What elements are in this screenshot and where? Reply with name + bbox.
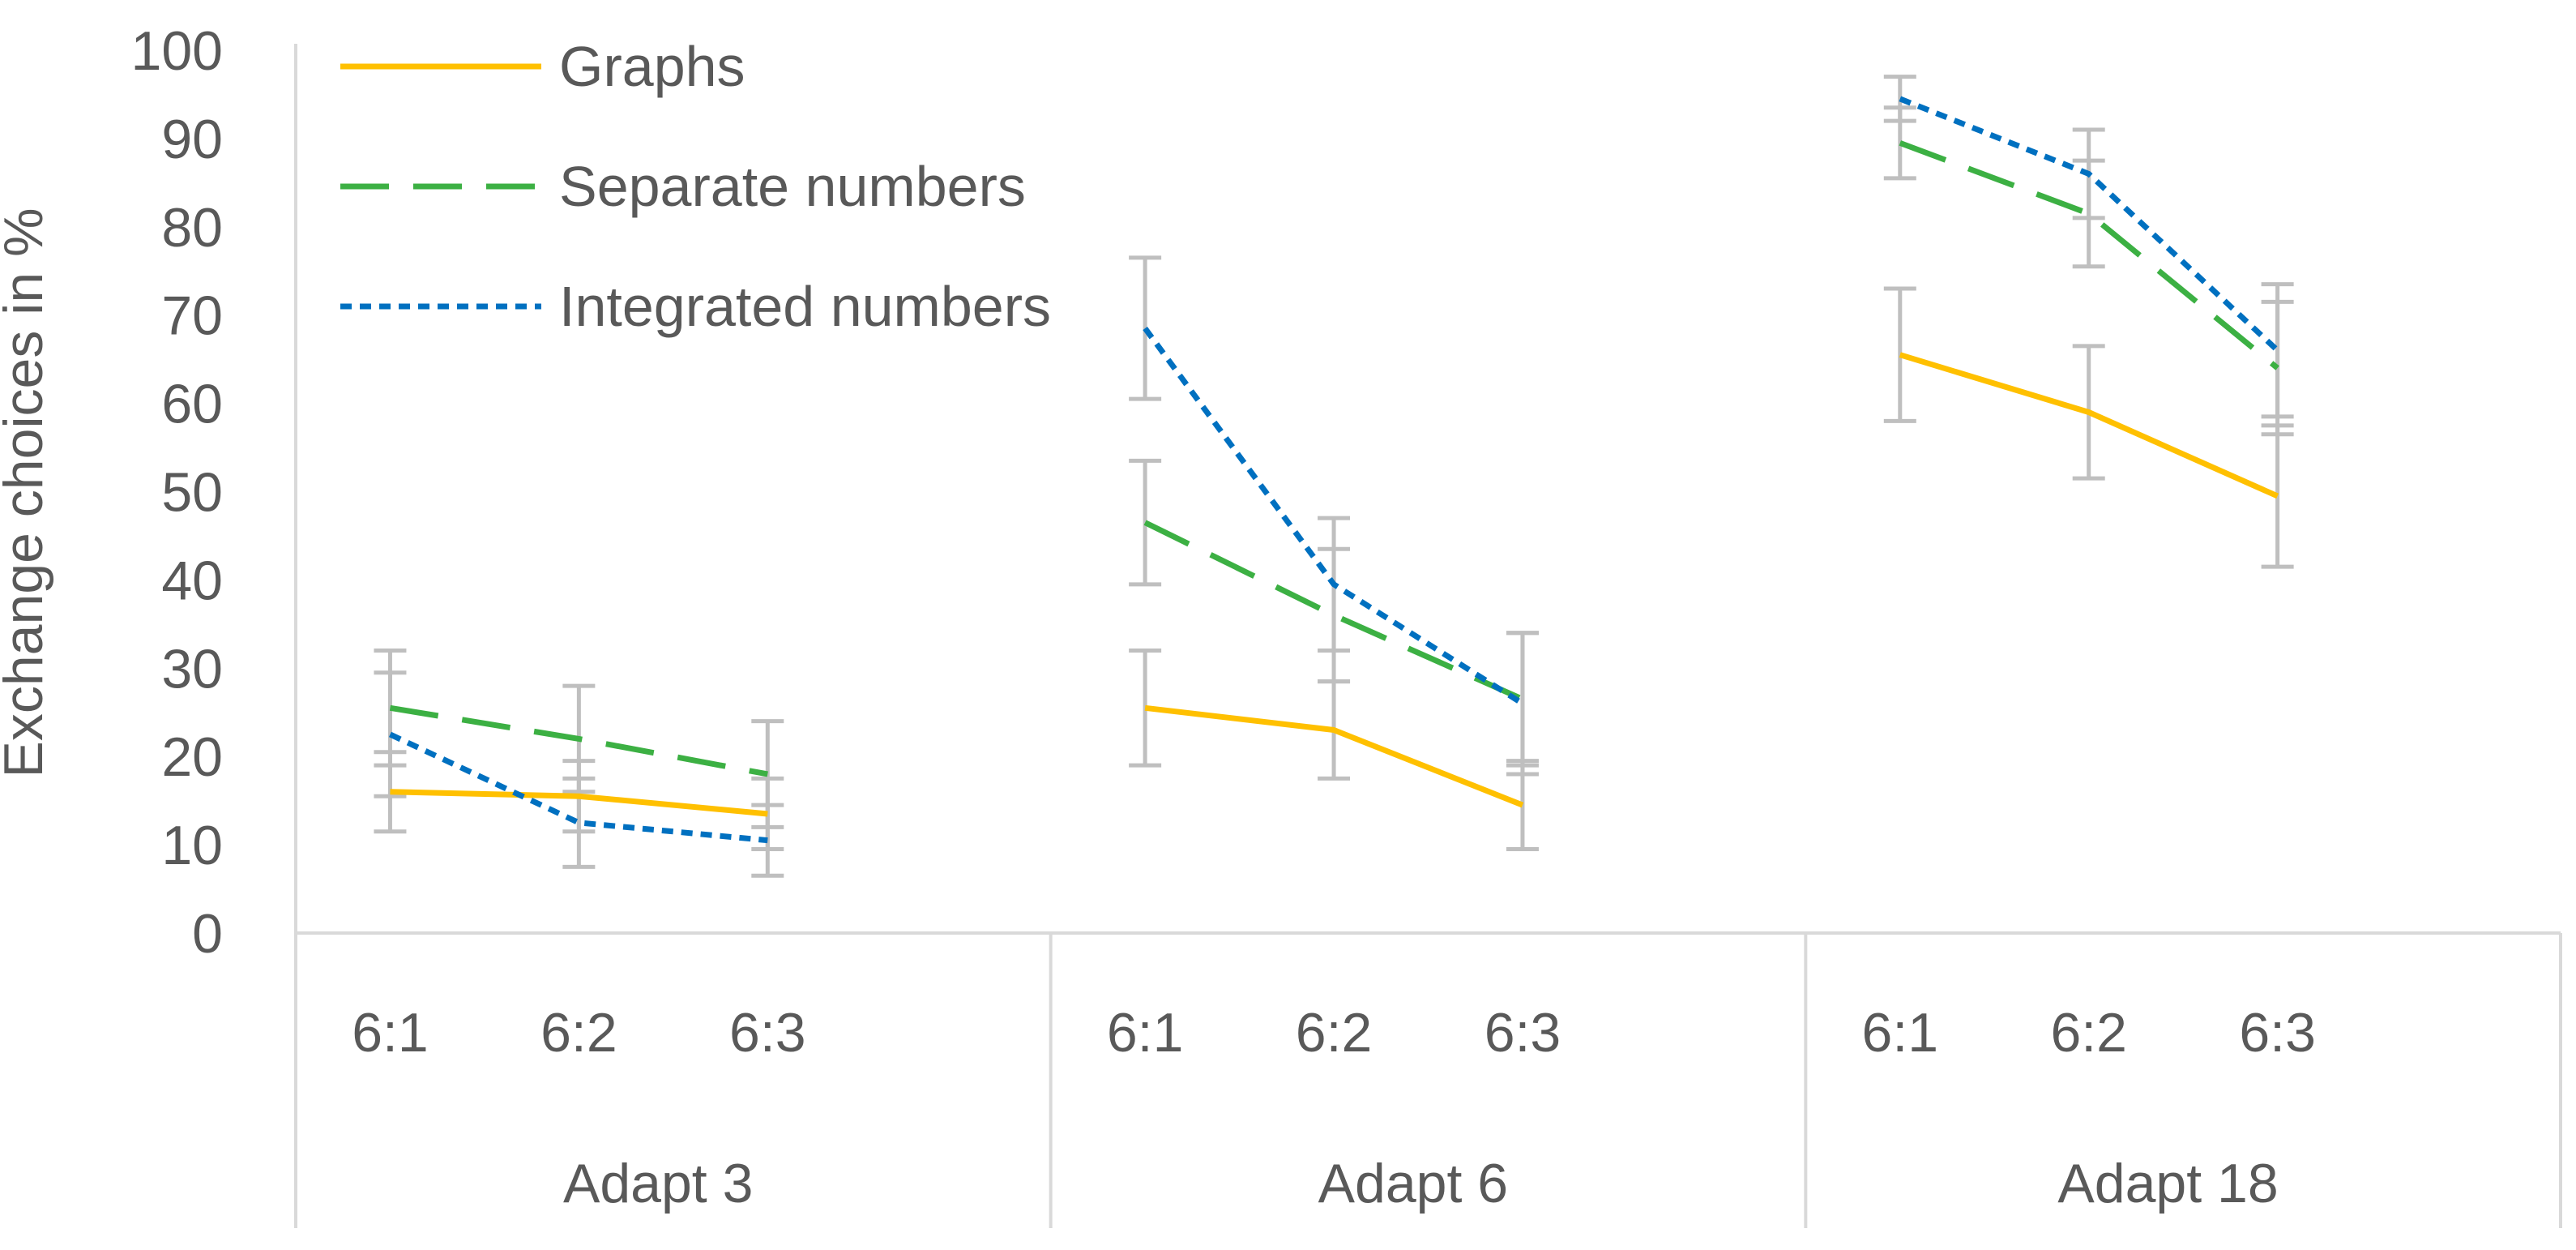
y-tick-label: 10: [161, 815, 223, 876]
x-tick-label: 6:1: [1862, 1002, 1939, 1064]
series-layer: [388, 96, 2280, 844]
group-label: Adapt 18: [2057, 1153, 2278, 1214]
y-tick-label: 0: [192, 903, 223, 965]
y-tick-label: 60: [161, 374, 223, 435]
x-tick-label: 6:3: [729, 1002, 806, 1064]
axes-layer: 0 10 20 30 40 50 60 70 80 90 100 6:1 6:2 6:3 Adapt 3 6:…: [131, 20, 2562, 1228]
series-line-integrated-numbers: [1143, 326, 1524, 706]
y-tick-label: 80: [161, 197, 223, 259]
group-label: Adapt 3: [563, 1153, 753, 1214]
x-tick-label: 6:2: [540, 1002, 617, 1064]
legend-label: Graphs: [559, 35, 745, 98]
y-tick-label: 30: [161, 638, 223, 700]
x-tick-label: 6:2: [2050, 1002, 2127, 1064]
series-line-graphs: [1899, 352, 2279, 499]
series-line-separate-numbers: [389, 704, 768, 777]
y-axis-label: Exchange choices in %: [0, 208, 54, 777]
y-tick-label: 90: [161, 109, 223, 170]
series-line-graphs: [390, 789, 768, 817]
y-tick-label: 20: [161, 726, 223, 788]
series-line-integrated-numbers: [1899, 96, 2280, 353]
y-tick-label: 70: [161, 285, 223, 347]
x-tick-label: 6:1: [352, 1002, 429, 1064]
group-label: Adapt 6: [1318, 1153, 1508, 1214]
series-line-integrated-numbers: [388, 731, 768, 844]
legend-label: Integrated numbers: [559, 275, 1051, 338]
legend: Graphs Separate numbers Integrated numbers: [340, 35, 1051, 338]
legend-label: Separate numbers: [559, 155, 1026, 218]
x-tick-label: 6:3: [1485, 1002, 1561, 1064]
x-tick-label: 6:1: [1107, 1002, 1184, 1064]
y-tick-label: 100: [131, 20, 223, 82]
error-bar-layer: [374, 75, 2294, 878]
x-tick-label: 6:2: [1296, 1002, 1373, 1064]
y-tick-label: 40: [161, 550, 223, 611]
x-tick-label: 6:3: [2239, 1002, 2316, 1064]
series-line-graphs: [1144, 704, 1524, 808]
y-tick-label: 50: [161, 462, 223, 524]
